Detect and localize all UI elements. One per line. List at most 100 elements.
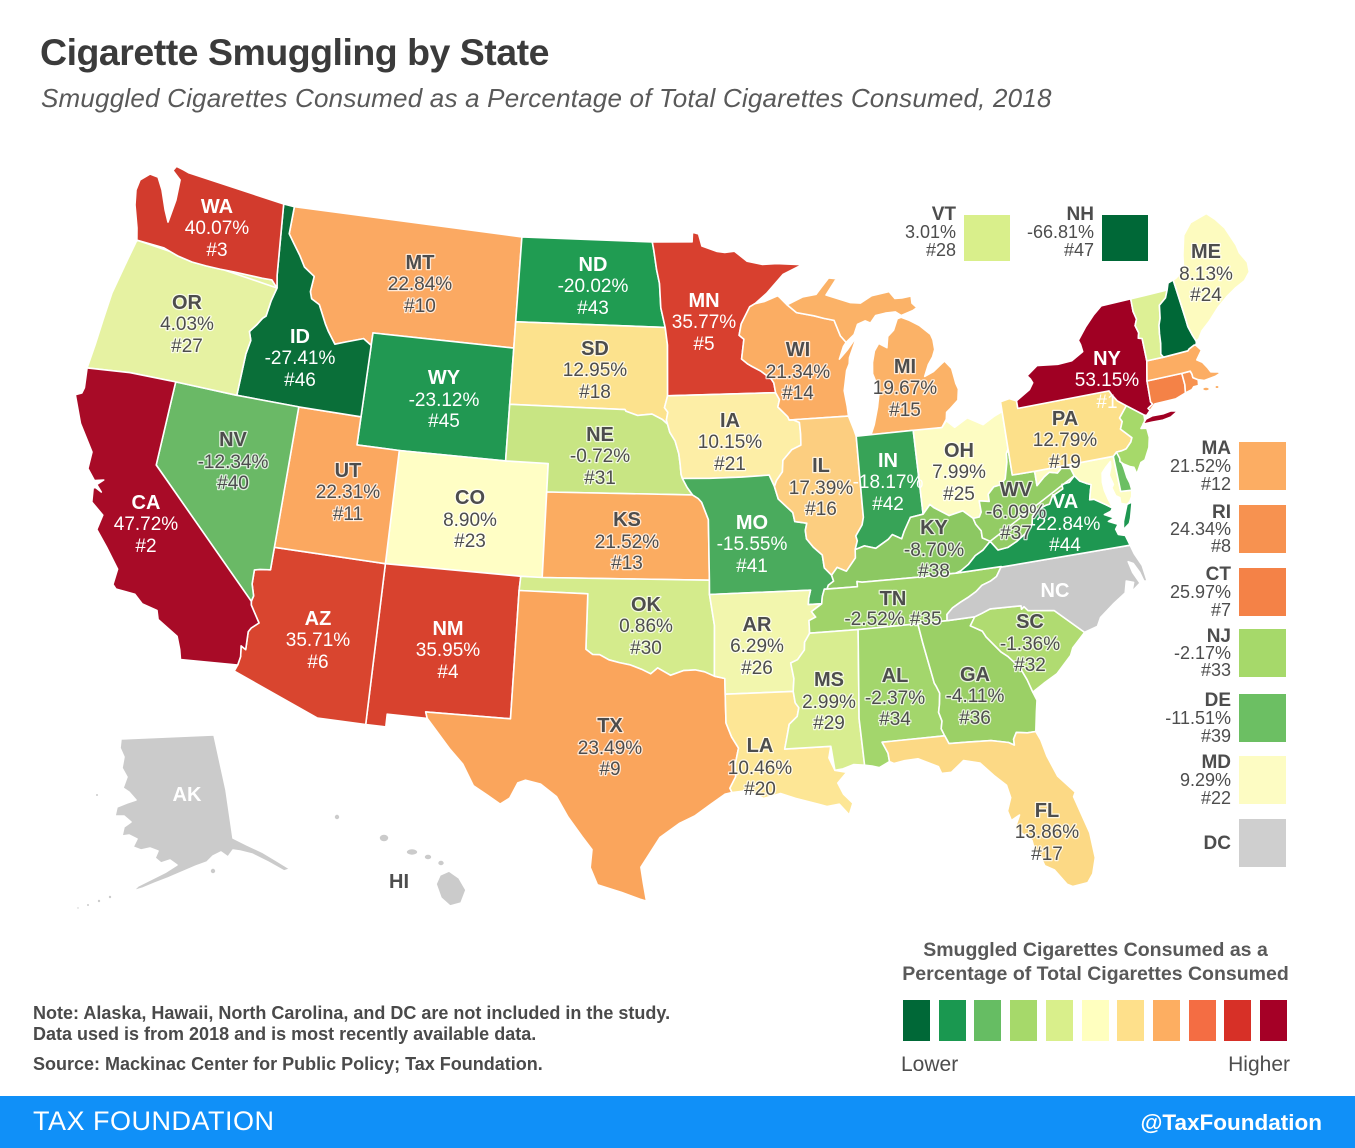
svg-text:25.97%: 25.97% xyxy=(1170,582,1231,602)
svg-text:#2: #2 xyxy=(135,536,156,557)
svg-text:21.52%: 21.52% xyxy=(1170,456,1231,476)
svg-text:8.90%: 8.90% xyxy=(443,510,497,531)
svg-text:-2.52% #35: -2.52% #35 xyxy=(844,609,941,630)
svg-text:OH: OH xyxy=(944,440,974,462)
svg-text:NJ: NJ xyxy=(1207,626,1231,647)
svg-text:VT: VT xyxy=(932,204,957,225)
svg-text:#45: #45 xyxy=(428,411,460,432)
svg-text:#22: #22 xyxy=(1201,788,1231,808)
svg-text:2.99%: 2.99% xyxy=(802,692,856,713)
svg-text:GA: GA xyxy=(960,664,990,686)
svg-text:VA: VA xyxy=(1052,491,1078,513)
svg-text:-12.34%: -12.34% xyxy=(198,452,269,473)
svg-text:RI: RI xyxy=(1212,502,1231,523)
svg-text:OR: OR xyxy=(172,292,203,314)
svg-text:#47: #47 xyxy=(1064,240,1094,260)
svg-text:#17: #17 xyxy=(1031,844,1063,865)
svg-text:AR: AR xyxy=(743,614,772,636)
svg-text:MN: MN xyxy=(688,290,719,312)
svg-text:#14: #14 xyxy=(782,383,814,404)
svg-text:47.72%: 47.72% xyxy=(114,514,179,535)
svg-text:#9: #9 xyxy=(599,759,620,780)
svg-text:-1.36%: -1.36% xyxy=(1000,634,1060,655)
svg-text:#38: #38 xyxy=(918,561,950,582)
svg-text:MS: MS xyxy=(814,669,844,691)
svg-text:#16: #16 xyxy=(805,499,837,520)
svg-text:13.86%: 13.86% xyxy=(1015,822,1080,843)
svg-text:#1: #1 xyxy=(1096,392,1117,413)
svg-text:-27.41%: -27.41% xyxy=(265,348,336,369)
svg-text:#27: #27 xyxy=(171,336,203,357)
svg-text:WV: WV xyxy=(1000,479,1033,501)
svg-text:#32: #32 xyxy=(1014,655,1046,676)
svg-text:3.01%: 3.01% xyxy=(905,222,956,242)
svg-text:#7: #7 xyxy=(1211,600,1231,620)
svg-text:KY: KY xyxy=(920,517,948,539)
svg-text:WY: WY xyxy=(428,367,461,389)
svg-text:IA: IA xyxy=(720,410,740,432)
svg-text:-11.51%: -11.51% xyxy=(1165,708,1231,728)
svg-text:-22.84%: -22.84% xyxy=(1030,514,1101,535)
svg-text:MA: MA xyxy=(1201,438,1231,459)
svg-text:#3: #3 xyxy=(206,240,227,261)
svg-text:#4: #4 xyxy=(437,662,459,683)
svg-text:17.39%: 17.39% xyxy=(789,478,854,499)
svg-text:AK: AK xyxy=(173,784,202,806)
svg-text:19.67%: 19.67% xyxy=(873,378,938,399)
svg-text:22.84%: 22.84% xyxy=(388,274,453,295)
svg-text:9.29%: 9.29% xyxy=(1180,770,1231,790)
svg-text:MT: MT xyxy=(406,252,435,274)
svg-text:UT: UT xyxy=(335,460,362,482)
svg-text:HI: HI xyxy=(389,871,409,893)
svg-text:NY: NY xyxy=(1093,348,1121,370)
svg-text:4.03%: 4.03% xyxy=(160,314,214,335)
svg-text:MO: MO xyxy=(736,512,768,534)
svg-text:ME: ME xyxy=(1191,241,1221,263)
svg-text:-18.17%: -18.17% xyxy=(853,472,924,493)
svg-text:MI: MI xyxy=(894,356,916,378)
svg-text:10.15%: 10.15% xyxy=(698,432,763,453)
svg-text:FL: FL xyxy=(1035,800,1059,822)
svg-text:0.86%: 0.86% xyxy=(619,616,673,637)
svg-text:DC: DC xyxy=(1204,833,1232,854)
svg-text:-0.72%: -0.72% xyxy=(570,446,630,467)
svg-text:#42: #42 xyxy=(872,494,904,515)
svg-text:#31: #31 xyxy=(584,468,616,489)
svg-text:#18: #18 xyxy=(579,382,611,403)
svg-text:WA: WA xyxy=(201,196,233,218)
svg-text:#19: #19 xyxy=(1049,452,1081,473)
svg-text:#44: #44 xyxy=(1049,535,1081,556)
svg-text:#26: #26 xyxy=(741,658,773,679)
svg-text:MD: MD xyxy=(1201,752,1231,773)
svg-text:8.13%: 8.13% xyxy=(1179,264,1233,285)
svg-text:NC: NC xyxy=(1041,580,1070,602)
svg-text:6.29%: 6.29% xyxy=(730,636,784,657)
svg-text:7.99%: 7.99% xyxy=(932,462,986,483)
svg-text:NV: NV xyxy=(219,429,247,451)
svg-text:#6: #6 xyxy=(307,652,328,673)
svg-text:53.15%: 53.15% xyxy=(1075,370,1140,391)
svg-text:#37: #37 xyxy=(1000,523,1032,544)
svg-text:CO: CO xyxy=(455,487,485,509)
svg-text:-23.12%: -23.12% xyxy=(409,390,480,411)
svg-text:#43: #43 xyxy=(577,298,609,319)
svg-text:35.71%: 35.71% xyxy=(286,630,351,651)
svg-text:#41: #41 xyxy=(736,556,768,577)
svg-text:22.31%: 22.31% xyxy=(316,482,381,503)
svg-text:#39: #39 xyxy=(1201,726,1231,746)
svg-text:#20: #20 xyxy=(744,779,776,800)
svg-text:23.49%: 23.49% xyxy=(578,738,643,759)
svg-text:-2.37%: -2.37% xyxy=(865,688,925,709)
svg-text:-66.81%: -66.81% xyxy=(1027,222,1094,242)
svg-text:AL: AL xyxy=(882,665,909,687)
svg-text:IN: IN xyxy=(878,450,898,472)
svg-text:#46: #46 xyxy=(284,370,316,391)
svg-text:#28: #28 xyxy=(926,240,956,260)
svg-text:-4.11%: -4.11% xyxy=(946,686,1005,707)
svg-text:#29: #29 xyxy=(813,713,845,734)
svg-text:NE: NE xyxy=(586,424,614,446)
svg-text:#13: #13 xyxy=(611,553,643,574)
svg-text:AZ: AZ xyxy=(305,608,332,630)
svg-text:21.52%: 21.52% xyxy=(595,532,660,553)
svg-text:#25: #25 xyxy=(943,484,975,505)
